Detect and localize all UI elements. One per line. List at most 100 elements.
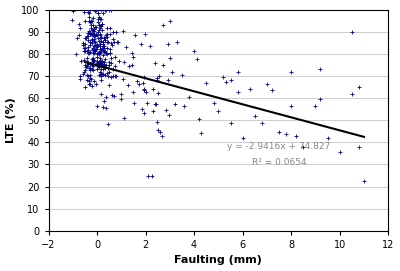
Point	[140, 80, 146, 85]
Point	[98, 92, 104, 96]
Point	[130, 90, 136, 94]
Point	[114, 40, 120, 44]
Point	[356, 144, 362, 149]
Point	[88, 26, 94, 31]
Point	[95, 10, 101, 15]
Point	[92, 49, 98, 53]
Point	[104, 25, 110, 30]
Point	[317, 96, 324, 101]
Point	[99, 72, 105, 76]
Point	[94, 104, 100, 108]
Point	[101, 38, 108, 42]
Text: R² = 0.0654: R² = 0.0654	[252, 158, 306, 167]
Point	[102, 73, 108, 77]
Point	[82, 63, 88, 67]
Point	[82, 46, 88, 50]
Point	[102, 49, 108, 54]
Point	[84, 60, 91, 64]
Point	[90, 47, 96, 52]
Point	[96, 51, 102, 56]
Point	[84, 56, 90, 60]
Point	[104, 40, 110, 44]
Point	[89, 62, 96, 66]
Point	[88, 37, 95, 41]
Point	[110, 67, 116, 71]
Point	[93, 33, 100, 37]
Point	[165, 42, 171, 47]
Point	[83, 64, 89, 69]
Point	[93, 82, 99, 86]
Point	[142, 89, 149, 94]
Point	[130, 55, 137, 60]
Point	[90, 48, 96, 52]
Point	[97, 73, 104, 78]
Point	[90, 57, 96, 62]
Point	[283, 132, 290, 136]
Point	[99, 67, 106, 72]
Point	[81, 49, 87, 54]
Point	[82, 85, 88, 89]
Point	[227, 78, 234, 83]
Point	[103, 33, 110, 37]
Point	[85, 51, 91, 56]
Point	[94, 43, 100, 47]
Point	[102, 65, 108, 69]
Point	[165, 78, 172, 82]
Point	[90, 58, 97, 62]
Point	[114, 40, 121, 45]
Point	[94, 45, 100, 49]
Point	[98, 78, 104, 82]
Point	[159, 63, 166, 67]
Point	[94, 42, 100, 47]
X-axis label: Faulting (mm): Faulting (mm)	[174, 256, 262, 265]
Point	[87, 66, 93, 70]
Point	[100, 99, 107, 104]
Point	[148, 173, 155, 178]
Point	[125, 83, 131, 87]
Point	[106, 7, 112, 12]
Point	[97, 51, 104, 55]
Point	[100, 42, 106, 46]
Point	[101, 59, 107, 64]
Point	[118, 97, 124, 102]
Point	[76, 33, 83, 37]
Point	[103, 63, 110, 67]
Point	[108, 93, 115, 97]
Point	[91, 49, 98, 53]
Point	[138, 42, 144, 46]
Point	[193, 57, 200, 61]
Point	[155, 128, 161, 132]
Point	[82, 19, 88, 24]
Point	[87, 7, 93, 12]
Point	[100, 48, 106, 53]
Point	[152, 61, 158, 66]
Point	[108, 61, 114, 66]
Point	[113, 30, 120, 35]
Point	[222, 80, 229, 84]
Point	[98, 60, 104, 65]
Point	[324, 136, 331, 140]
Point	[293, 134, 299, 138]
Point	[252, 114, 258, 119]
Point	[85, 62, 92, 66]
Point	[70, 8, 76, 13]
Point	[186, 95, 192, 99]
Point	[89, 18, 95, 23]
Point	[112, 64, 118, 68]
Point	[94, 51, 101, 55]
Point	[90, 68, 97, 72]
Point	[120, 76, 126, 81]
Point	[90, 48, 96, 52]
Point	[101, 46, 107, 50]
Point	[86, 40, 93, 44]
Point	[94, 54, 100, 59]
Point	[234, 70, 241, 74]
Point	[159, 23, 166, 27]
Point	[90, 56, 97, 60]
Point	[98, 17, 104, 21]
Point	[102, 105, 109, 110]
Point	[109, 43, 115, 47]
Point	[68, 18, 75, 22]
Point	[89, 84, 95, 88]
Point	[220, 75, 226, 79]
